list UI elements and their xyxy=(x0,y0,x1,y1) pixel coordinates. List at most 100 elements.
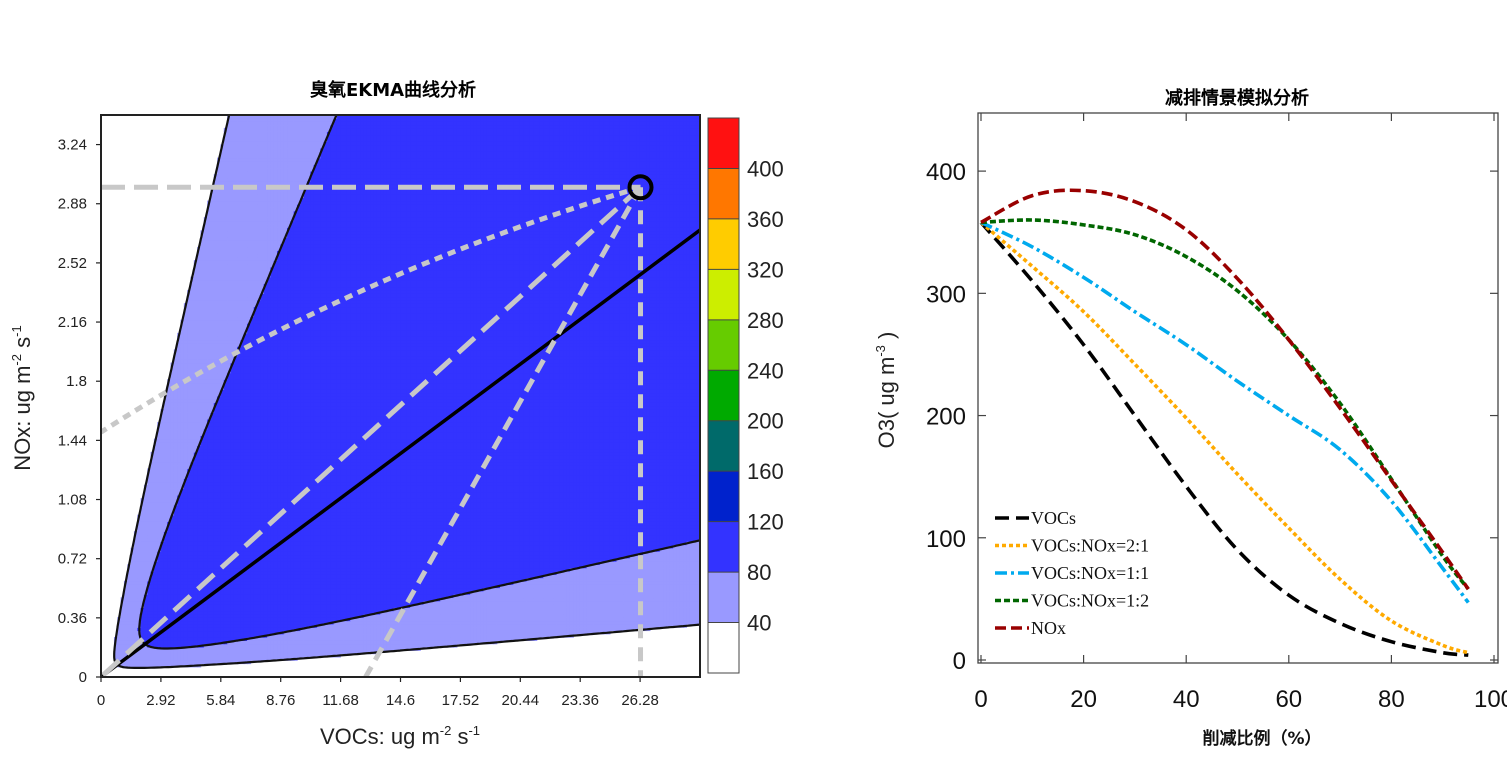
contour-cell xyxy=(233,636,238,641)
contour-cell xyxy=(237,607,242,612)
contour-cell xyxy=(673,587,678,592)
contour-cell xyxy=(493,627,498,632)
contour-cell xyxy=(210,594,215,599)
contour-cell xyxy=(170,643,175,648)
contour-cell xyxy=(237,620,242,625)
contour-cell xyxy=(509,610,514,615)
contour-cell xyxy=(486,607,491,612)
contour-cell xyxy=(496,587,501,592)
contour-cell xyxy=(150,640,155,645)
contour-cell xyxy=(513,597,518,602)
contour-cell xyxy=(420,633,425,638)
contour-cell xyxy=(273,650,278,655)
contour-cell xyxy=(223,603,228,608)
contour-cell xyxy=(223,574,228,579)
contour-cell xyxy=(406,630,411,635)
contour-cell xyxy=(623,594,628,599)
contour-cell xyxy=(493,580,498,585)
contour-cell xyxy=(237,613,242,618)
contour-cell xyxy=(320,597,325,602)
contour-cell xyxy=(599,607,604,612)
contour-cell xyxy=(583,613,588,618)
contour-cell xyxy=(197,594,202,599)
contour-cell xyxy=(210,623,215,628)
contour-cell xyxy=(300,630,305,635)
contour-cell xyxy=(453,577,458,582)
contour-cell xyxy=(157,613,162,618)
contour-cell xyxy=(237,636,242,641)
contour-cell xyxy=(586,607,591,612)
contour-cell xyxy=(177,613,182,618)
contour-cell xyxy=(163,594,168,599)
contour-cell xyxy=(596,590,601,595)
contour-cell xyxy=(679,590,684,595)
contour-cell xyxy=(340,607,345,612)
contour-cell xyxy=(267,646,272,651)
contour-cell xyxy=(163,577,168,582)
contour-cell xyxy=(436,594,441,599)
contour-cell xyxy=(396,587,401,592)
contour-cell xyxy=(466,636,471,641)
contour-cell xyxy=(313,584,318,589)
contour-cell xyxy=(493,623,498,628)
contour-cell xyxy=(470,603,475,608)
contour-cell xyxy=(490,613,495,618)
contour-cell xyxy=(306,640,311,645)
contour-cell xyxy=(237,633,242,638)
contour-cell xyxy=(170,640,175,645)
contour-cell xyxy=(353,620,358,625)
contour-cell xyxy=(609,613,614,618)
contour-cell xyxy=(599,594,604,599)
contour-cell xyxy=(606,610,611,615)
contour-cell xyxy=(340,584,345,589)
contour-cell xyxy=(180,656,185,661)
contour-cell xyxy=(267,650,272,655)
contour-cell xyxy=(147,610,152,615)
contour-cell xyxy=(603,580,608,585)
contour-cell xyxy=(300,643,305,648)
contour-cell xyxy=(393,597,398,602)
contour-cell xyxy=(633,617,638,622)
contour-cell xyxy=(253,630,258,635)
contour-cell xyxy=(287,600,292,605)
contour-cell xyxy=(692,620,698,625)
contour-cell xyxy=(659,597,664,602)
contour-cell xyxy=(466,630,471,635)
contour-cell xyxy=(496,607,501,612)
contour-cell xyxy=(193,656,198,661)
contour-cell xyxy=(366,617,371,622)
contour-cell xyxy=(460,600,465,605)
contour-cell xyxy=(230,597,235,602)
contour-cell xyxy=(193,613,198,618)
contour-cell xyxy=(167,617,172,622)
contour-cell xyxy=(593,607,598,612)
contour-cell xyxy=(463,610,468,615)
contour-cell xyxy=(143,623,148,628)
contour-cell xyxy=(193,653,198,658)
contour-cell xyxy=(143,627,148,632)
contour-cell xyxy=(406,590,411,595)
contour-cell xyxy=(296,620,302,625)
contour-cell xyxy=(536,633,541,638)
contour-cell xyxy=(320,610,325,615)
contour-cell xyxy=(270,623,275,628)
contour-cell xyxy=(217,633,222,638)
contour-cell xyxy=(493,610,498,615)
contour-cell xyxy=(470,587,475,592)
contour-cell xyxy=(420,623,425,628)
contour-cell xyxy=(406,580,411,585)
contour-cell xyxy=(180,630,185,635)
contour-cell xyxy=(546,620,551,625)
contour-cell xyxy=(326,627,331,632)
contour-cell xyxy=(659,584,664,589)
contour-cell xyxy=(373,630,378,635)
contour-cell xyxy=(583,597,588,602)
contour-cell xyxy=(233,600,238,605)
contour-cell xyxy=(503,633,508,638)
contour-cell xyxy=(493,600,498,605)
contour-cell xyxy=(526,587,531,592)
contour-cell xyxy=(247,613,252,618)
contour-cell xyxy=(213,610,218,615)
contour-cell xyxy=(426,603,431,608)
contour-cell xyxy=(440,623,445,628)
